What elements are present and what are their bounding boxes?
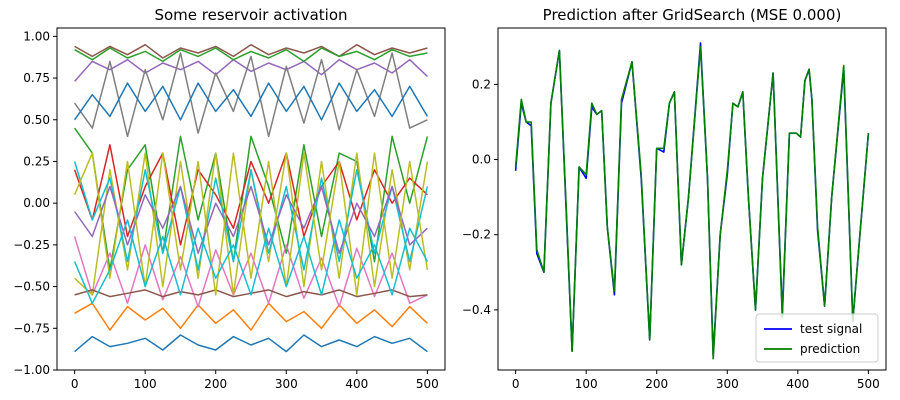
x-tick-label: 0 <box>71 377 79 391</box>
legend-label: prediction <box>800 342 860 356</box>
legend-box <box>755 313 879 363</box>
y-tick-label: 0.2 <box>472 77 491 91</box>
x-tick-label: 400 <box>786 377 809 391</box>
right-chart-title: Prediction after GridSearch (MSE 0.000) <box>543 6 842 24</box>
y-tick-label: 0.50 <box>23 113 50 127</box>
reservoir-series-line-12 <box>73 185 428 254</box>
x-tick-label: 100 <box>575 377 598 391</box>
y-tick-label: 0.00 <box>23 196 50 210</box>
y-tick-label: −0.25 <box>13 238 50 252</box>
left-axes: 0 100 200 300 400 500 −1.00 −0.75 −0.50 −0.25 0.00… <box>13 27 446 391</box>
y-tick-label: 0.0 <box>472 153 491 167</box>
x-tick-label: 500 <box>416 377 439 391</box>
prediction-panel: Prediction after GridSearch (MSE 0.000) … <box>462 6 887 391</box>
reservoir-activation-panel: Some reservoir activation 0 100 200 300 400 5… <box>13 6 446 391</box>
y-tick-label: 0.25 <box>23 154 50 168</box>
x-tick-label: 500 <box>857 377 880 391</box>
x-tick-label: 100 <box>134 377 157 391</box>
right-series-lines <box>514 42 870 360</box>
reservoir-series-line-10 <box>73 82 429 121</box>
reservoir-series-line-3 <box>73 144 428 246</box>
x-tick-label: 200 <box>645 377 668 391</box>
y-tick-label: 0.75 <box>23 71 50 85</box>
prediction-line <box>514 45 870 360</box>
y-tick-label: 1.00 <box>23 29 50 43</box>
x-tick-label: 400 <box>345 377 368 391</box>
left-chart-title: Some reservoir activation <box>154 6 347 24</box>
reservoir-series-line-14 <box>73 152 429 296</box>
reservoir-series-line-11 <box>74 47 428 63</box>
axes-frame <box>56 27 446 371</box>
x-tick-label: 300 <box>275 377 298 391</box>
y-tick-label: −0.75 <box>13 321 50 335</box>
y-tick-label: −0.2 <box>462 228 491 242</box>
reservoir-series-line-7 <box>73 52 428 138</box>
legend-label: test signal <box>800 322 862 336</box>
right-axes: 0 100 200 300 400 500 −0.4 −0.2 0.0 0.2 <box>462 27 887 391</box>
reservoir-series-line-15 <box>73 219 429 305</box>
reservoir-series-line-5 <box>74 43 428 59</box>
legend: test signal prediction <box>755 313 879 363</box>
y-tick-label: −1.00 <box>13 363 50 377</box>
reservoir-series-line-0 <box>74 334 428 353</box>
reservoir-series-line-6 <box>73 236 428 308</box>
axes-frame <box>497 27 887 371</box>
reservoir-series-line-4 <box>74 58 428 82</box>
left-series-lines <box>73 43 429 353</box>
x-tick-label: 200 <box>204 377 227 391</box>
y-tick-label: −0.50 <box>13 280 50 294</box>
x-tick-label: 300 <box>716 377 739 391</box>
reservoir-series-line-1 <box>74 302 428 331</box>
y-tick-label: −0.4 <box>462 303 491 317</box>
x-tick-label: 0 <box>512 377 520 391</box>
